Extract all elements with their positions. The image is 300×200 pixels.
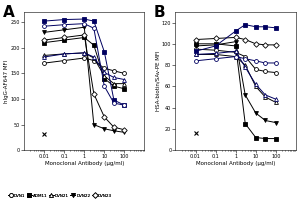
X-axis label: Monoclonal Antibody (μg/ml): Monoclonal Antibody (μg/ml) (45, 161, 124, 166)
Text: B: B (154, 5, 165, 20)
Legend: DVN1, ADM11, DVN21, DVN22, DVN23: DVN1, ADM11, DVN21, DVN22, DVN23 (8, 194, 112, 198)
Y-axis label: hIgG-AF647 MFI: hIgG-AF647 MFI (4, 59, 9, 103)
X-axis label: Monoclonal Antibody (μg/ml): Monoclonal Antibody (μg/ml) (196, 161, 275, 166)
Y-axis label: HSA-biotin/SAv-PE MFI: HSA-biotin/SAv-PE MFI (156, 51, 161, 111)
Text: A: A (2, 5, 14, 20)
